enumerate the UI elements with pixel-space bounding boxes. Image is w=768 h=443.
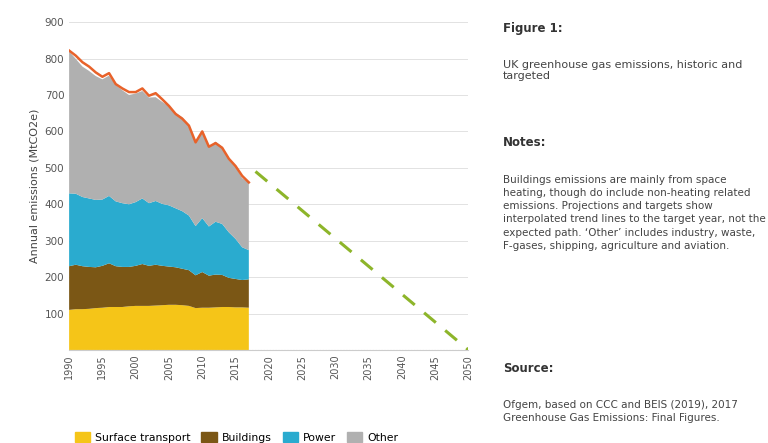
Text: Ofgem, based on CCC and BEIS (2019), 2017
Greenhouse Gas Emissions: Final Figure: Ofgem, based on CCC and BEIS (2019), 201… bbox=[503, 400, 738, 424]
Text: Source:: Source: bbox=[503, 362, 554, 375]
Text: Figure 1:: Figure 1: bbox=[503, 22, 563, 35]
Text: Notes:: Notes: bbox=[503, 136, 547, 149]
Text: Buildings emissions are mainly from space
heating, though do include non-heating: Buildings emissions are mainly from spac… bbox=[503, 175, 766, 251]
Y-axis label: Annual emissions (MtCO2e): Annual emissions (MtCO2e) bbox=[29, 109, 39, 263]
Text: UK greenhouse gas emissions, historic and
targeted: UK greenhouse gas emissions, historic an… bbox=[503, 60, 743, 82]
